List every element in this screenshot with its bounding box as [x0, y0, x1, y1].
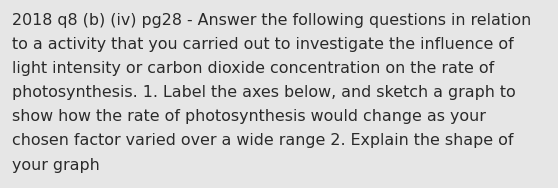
Text: chosen factor varied over a wide range 2. Explain the shape of: chosen factor varied over a wide range 2…	[12, 133, 514, 149]
Text: light intensity or carbon dioxide concentration on the rate of: light intensity or carbon dioxide concen…	[12, 61, 494, 76]
Text: your graph: your graph	[12, 158, 100, 173]
Text: 2018 q8 (b) (iv) pg28 - Answer the following questions in relation: 2018 q8 (b) (iv) pg28 - Answer the follo…	[12, 13, 532, 28]
Text: show how the rate of photosynthesis would change as your: show how the rate of photosynthesis woul…	[12, 109, 486, 124]
Text: photosynthesis. 1. Label the axes below, and sketch a graph to: photosynthesis. 1. Label the axes below,…	[12, 85, 516, 100]
Text: to a activity that you carried out to investigate the influence of: to a activity that you carried out to in…	[12, 37, 514, 52]
